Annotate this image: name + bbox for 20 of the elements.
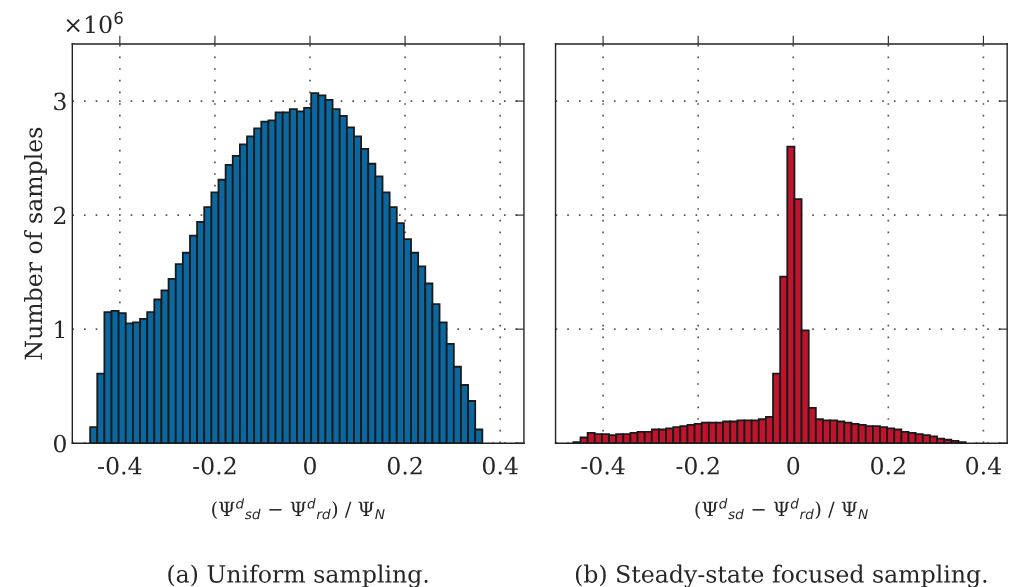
y-axis-title: Number of samples xyxy=(24,127,47,360)
x-tick-label: -0.2 xyxy=(676,456,719,475)
text: (b) Steady-state focused sampling. xyxy=(575,564,987,587)
x-tick-label: 0.4 xyxy=(966,456,1001,475)
x-tick-label: 0.2 xyxy=(387,456,422,475)
x-tick-label: 0.4 xyxy=(482,456,518,475)
text: ×10$^{6}$ xyxy=(66,11,123,34)
x-axis-title: (Ψ$^{d}$$_{sd}$ − Ψ$^{d}$$_{rd}$) / Ψ$_{N}$ xyxy=(212,498,385,520)
y-tick-label: 3 xyxy=(54,92,66,111)
x-tick-label: -0.4 xyxy=(581,456,625,475)
x-axis-title: (Ψ$^{d}$$_{sd}$ − Ψ$^{d}$$_{rd}$) / Ψ$_{N}$ xyxy=(695,498,868,520)
y-tick-label: 2 xyxy=(54,206,66,225)
x-tick-label: 0 xyxy=(304,456,316,475)
x-tick-label: -0.2 xyxy=(193,456,236,475)
x-tick-label: 0.2 xyxy=(871,456,905,475)
y-tick-label: 0 xyxy=(53,434,66,453)
text: (a) Uniform sampling. xyxy=(168,564,428,587)
y-tick-label: 1 xyxy=(55,320,65,339)
x-tick-label: -0.4 xyxy=(98,456,142,475)
x-tick-label: 0 xyxy=(787,456,800,475)
